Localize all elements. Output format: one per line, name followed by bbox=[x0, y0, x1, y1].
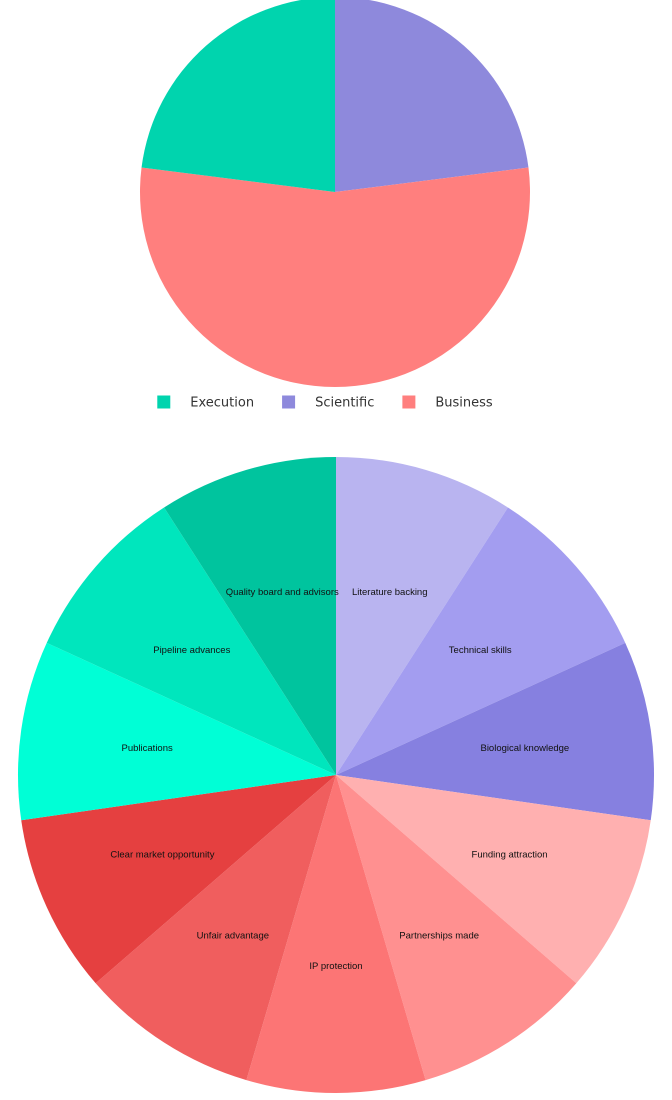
slice-label-ip-protection: IP protection bbox=[309, 961, 362, 972]
slice-label-literature-backing: Literature backing bbox=[352, 587, 428, 598]
slice-label-unfair-advantage: Unfair advantage bbox=[197, 931, 269, 942]
pie-slice-unfair-advantage bbox=[95, 775, 337, 1081]
pie-slice-ip-protection bbox=[246, 775, 426, 1093]
legend-label-scientific: Scientific bbox=[315, 396, 374, 411]
pie-slice-partnerships-made bbox=[336, 775, 577, 1081]
legend: Execution Scientific Business bbox=[157, 395, 493, 411]
pie-slice-funding-attraction bbox=[336, 775, 651, 984]
legend-swatch-execution bbox=[157, 395, 171, 409]
legend-swatch-business bbox=[402, 395, 416, 409]
slice-label-technical-skills: Technical skills bbox=[449, 645, 512, 656]
pie-slice-quality-board-and-advisors bbox=[164, 457, 336, 775]
category-pie-chart bbox=[139, 0, 530, 387]
pie-slice-publications bbox=[17, 642, 336, 821]
legend-label-execution: Execution bbox=[190, 396, 254, 411]
pie-slice-literature-backing bbox=[336, 457, 508, 775]
pie-slice-business bbox=[139, 167, 530, 387]
legend-swatch-scientific bbox=[282, 395, 296, 409]
legend-label-business: Business bbox=[435, 396, 493, 411]
criteria-pie-chart: Literature backing Technical skills Biolog… bbox=[17, 457, 654, 1093]
pie-slice-execution bbox=[141, 0, 335, 192]
slice-label-funding-attraction: Funding attraction bbox=[472, 849, 548, 860]
slice-label-partnerships-made: Partnerships made bbox=[399, 931, 479, 942]
slice-label-quality-board-and-advisors: Quality board and advisors bbox=[226, 587, 339, 598]
slice-label-clear-market-opportunity: Clear market opportunity bbox=[110, 849, 214, 860]
slice-label-biological-knowledge: Biological knowledge bbox=[480, 743, 569, 754]
pie-slice-clear-market-opportunity bbox=[21, 775, 336, 984]
pie-slice-biological-knowledge bbox=[336, 642, 654, 821]
pie-slice-technical-skills bbox=[336, 507, 626, 775]
pie-slice-scientific bbox=[335, 0, 529, 192]
pie-slice-pipeline-advances bbox=[46, 507, 336, 775]
slice-label-publications: Publications bbox=[122, 743, 173, 754]
slice-label-pipeline-advances: Pipeline advances bbox=[153, 645, 230, 656]
